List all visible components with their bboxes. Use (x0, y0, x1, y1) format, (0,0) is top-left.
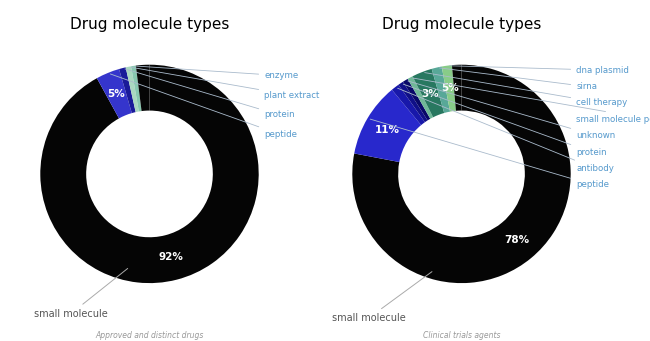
Wedge shape (352, 65, 571, 283)
Wedge shape (432, 66, 450, 113)
Text: unknown: unknown (408, 81, 616, 140)
Text: Clinical trials agents: Clinical trials agents (422, 331, 500, 340)
Wedge shape (442, 65, 456, 112)
Wedge shape (125, 66, 139, 112)
Text: dna plasmid: dna plasmid (450, 66, 629, 75)
Text: 78%: 78% (504, 235, 529, 246)
Text: 11%: 11% (375, 125, 400, 135)
Wedge shape (40, 65, 259, 283)
Text: protein: protein (403, 84, 607, 157)
Text: Approved and distinct drugs: Approved and distinct drugs (96, 331, 203, 340)
Wedge shape (354, 90, 421, 162)
Text: cell therapy: cell therapy (424, 73, 627, 107)
Wedge shape (119, 67, 136, 113)
Title: Drug molecule types: Drug molecule types (70, 17, 229, 32)
Text: small molecule polymer conjuga...: small molecule polymer conjuga... (413, 78, 650, 124)
Text: plant extract: plant extract (131, 67, 320, 100)
Text: 5%: 5% (441, 84, 459, 93)
Wedge shape (403, 79, 430, 120)
Wedge shape (408, 76, 433, 119)
Text: 3%: 3% (421, 89, 439, 99)
Wedge shape (452, 65, 461, 111)
Text: peptide: peptide (370, 119, 609, 189)
Text: 92%: 92% (159, 252, 183, 263)
Wedge shape (398, 82, 428, 122)
Wedge shape (131, 65, 142, 112)
Wedge shape (136, 65, 150, 111)
Text: peptide: peptide (111, 74, 297, 139)
Text: sirna: sirna (439, 68, 597, 91)
Text: small molecule: small molecule (332, 272, 432, 323)
Text: small molecule: small molecule (34, 268, 127, 319)
Text: protein: protein (125, 69, 295, 119)
Text: antibody: antibody (398, 88, 614, 173)
Text: 5%: 5% (108, 89, 125, 99)
Title: Drug molecule types: Drug molecule types (382, 17, 541, 32)
Wedge shape (413, 69, 444, 117)
Wedge shape (97, 69, 132, 118)
Text: enzyme: enzyme (136, 66, 298, 80)
Wedge shape (392, 85, 425, 125)
